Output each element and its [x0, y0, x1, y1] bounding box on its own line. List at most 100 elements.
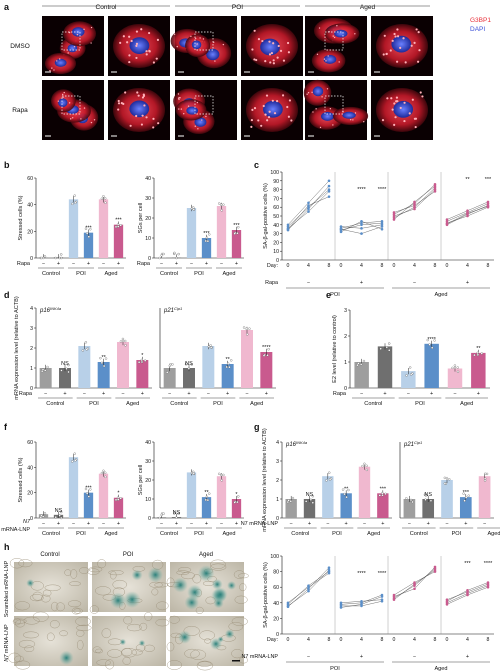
data-point	[71, 460, 74, 463]
treatment-sign: +	[235, 521, 238, 527]
panel-letter-f: f	[4, 422, 8, 432]
data-point	[117, 225, 120, 228]
significance-label: **	[102, 355, 107, 361]
cell-outline	[59, 630, 68, 637]
cell-outline	[184, 648, 200, 659]
data-point	[206, 240, 210, 243]
stress-granule	[391, 108, 394, 111]
stress-granule	[268, 110, 271, 113]
cell-nucleus	[191, 40, 202, 50]
treatment-sign: +	[477, 391, 480, 397]
chart-b: 0 20 40 60 Stressed cells (%) *** *** − + − + − + Con…	[18, 176, 126, 277]
data-point	[379, 347, 382, 350]
row-label-rapa: Rapa	[12, 107, 28, 114]
significance-label: ****	[357, 571, 366, 577]
y-tick-label: 2	[30, 346, 33, 352]
stress-granule	[183, 113, 185, 115]
significance-label: *	[141, 353, 144, 359]
data-point	[360, 363, 363, 366]
data-point	[84, 487, 88, 491]
cell-outline	[8, 652, 21, 664]
stress-granule	[178, 108, 180, 110]
data-point	[339, 601, 343, 605]
data-point	[445, 603, 449, 606]
data-point	[361, 464, 364, 468]
stress-granule	[122, 35, 125, 38]
data-point	[81, 349, 85, 352]
data-point	[409, 366, 412, 369]
stress-granule	[251, 48, 254, 51]
group-label-poi: POI	[232, 4, 243, 11]
x-tick-label: 8	[328, 263, 331, 269]
x-tick-label: 8	[434, 263, 437, 269]
stress-granule	[286, 41, 290, 45]
x-tick-label: 0	[340, 637, 343, 643]
stress-granule	[135, 114, 138, 118]
stress-granule	[390, 97, 393, 100]
stress-granule	[93, 119, 96, 121]
cell-outline	[195, 606, 204, 614]
data-point	[222, 203, 225, 206]
cell-outline	[9, 558, 25, 569]
chart-subtitle: p16INK4a	[39, 306, 62, 314]
chart-d2: NS******p21Cip1− + − + − +Control POI Aged	[159, 306, 276, 407]
cell-outline	[231, 616, 248, 626]
data-point	[307, 585, 310, 589]
stress-granule	[143, 104, 146, 107]
h-row-label: N7 mRNA-LNP	[4, 624, 10, 662]
x-tick-label: 0	[446, 263, 449, 269]
stress-granule	[142, 93, 145, 96]
y-tick-label: 2	[344, 334, 347, 340]
bar	[59, 368, 71, 388]
treatment-sign: +	[235, 261, 238, 267]
data-point	[363, 462, 366, 465]
cell-nucleus	[58, 98, 68, 108]
data-point	[327, 190, 331, 193]
data-point	[177, 252, 180, 256]
data-point	[451, 366, 454, 370]
cell-outline	[18, 559, 33, 568]
data-point	[104, 197, 107, 200]
day-label: Day:	[267, 263, 278, 269]
treatment-sign: +	[430, 391, 433, 397]
data-point	[242, 326, 246, 329]
treatment-label: N7 mRNA-LNP	[241, 654, 278, 660]
group-label: Aged	[250, 401, 263, 407]
cell-nucleus	[391, 35, 412, 53]
stress-granule	[253, 58, 256, 61]
stress-granule	[276, 56, 279, 59]
stress-granule	[415, 28, 418, 31]
data-point	[413, 207, 416, 211]
data-point	[171, 363, 174, 366]
stress-granule	[71, 117, 74, 119]
bar	[202, 346, 215, 388]
cell-outline	[64, 569, 72, 576]
panel-letter-d: d	[4, 290, 10, 300]
bar	[68, 457, 79, 518]
data-point	[230, 359, 233, 362]
stress-granule	[250, 118, 253, 122]
treatment-sign: +	[464, 521, 467, 527]
y-tick-label: 80	[273, 570, 279, 576]
treatment-sign: −	[190, 521, 193, 527]
y-tick-label: 4	[30, 306, 33, 312]
bar	[231, 230, 242, 258]
zoom-box	[61, 31, 81, 51]
data-point	[307, 589, 310, 593]
cell-outline	[210, 559, 226, 569]
stress-granule	[416, 60, 420, 63]
stress-granule	[260, 124, 263, 127]
bar	[186, 472, 197, 518]
stress-granule	[399, 46, 402, 49]
stress-granule	[338, 61, 340, 63]
y-tick-label: 40	[273, 601, 279, 607]
y-axis-label: SA-β-gal-positive cells (%)	[263, 183, 269, 249]
h-col-label-poi: POI	[123, 552, 134, 558]
treatment-sign: −	[360, 391, 363, 397]
data-point	[456, 370, 460, 373]
stress-granule	[140, 28, 143, 31]
data-point	[443, 482, 447, 485]
data-point	[208, 492, 211, 495]
stress-granule	[386, 97, 389, 100]
bar	[340, 493, 352, 518]
